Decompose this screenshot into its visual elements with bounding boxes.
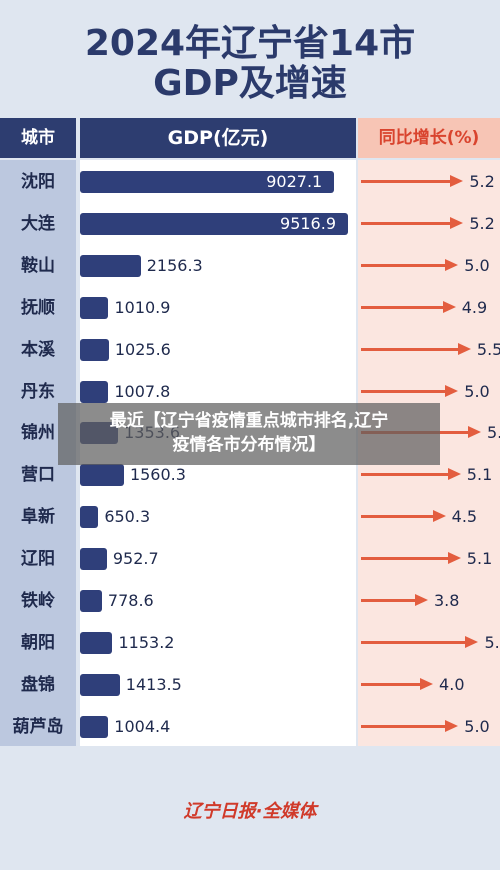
gdp-value-label: 778.6: [107, 591, 154, 610]
overlay-text-line-2: 疫情各市分布情况】: [172, 435, 326, 455]
growth-arrow: [361, 552, 461, 565]
growth-value-label: 5.2: [469, 213, 495, 233]
city-label: 本溪: [21, 339, 55, 360]
city-label: 大连: [21, 213, 55, 234]
growth-value-label: 4.5: [451, 507, 478, 527]
growth-arrow: [361, 468, 461, 481]
city-label: 营口: [21, 465, 55, 486]
gdp-bar: [80, 506, 99, 529]
growth-arrow: [361, 594, 428, 606]
gdp-bar: [80, 380, 109, 403]
growth-arrow: [361, 342, 471, 355]
overlay-text-line-1: 最近【辽宁省疫情重点城市排名,辽宁: [109, 411, 389, 431]
gdp-value-label: 1007.8: [114, 381, 171, 401]
header-growth: 同比增长(%): [358, 118, 500, 158]
gdp-bar: [80, 254, 141, 277]
city-label: 阜新: [21, 507, 55, 528]
city-label: 辽阳: [21, 549, 55, 570]
gdp-bar: [80, 590, 102, 612]
gdp-value-label: 9516.9: [280, 213, 336, 233]
gdp-value-label: 1560.3: [129, 465, 186, 485]
growth-arrow: [361, 175, 464, 187]
gdp-bar: [80, 631, 113, 654]
city-label: 抚顺: [21, 297, 55, 318]
footer-logo: 辽宁日报·全媒体: [183, 801, 317, 822]
growth-value-label: 5.8: [484, 632, 500, 652]
growth-value-label: 5.2: [469, 172, 495, 191]
gdp-bar: [80, 464, 124, 487]
gdp-value-label: 650.3: [104, 507, 151, 527]
growth-arrow: [361, 300, 456, 313]
gdp-bar: [80, 548, 107, 571]
city-label: 葫芦岛: [12, 716, 64, 737]
growth-arrow: [361, 258, 459, 271]
city-label: 朝阳: [21, 632, 55, 653]
growth-value-label: 4.9: [461, 297, 488, 317]
city-label: 鞍山: [21, 255, 55, 276]
city-label: 铁岭: [21, 591, 55, 611]
gdp-bar: [80, 715, 109, 738]
gdp-value-label: 1153.2: [118, 632, 175, 652]
gdp-bar: [80, 171, 335, 193]
gdp-value-label: 9027.1: [266, 172, 323, 191]
growth-value-label: 3.8: [434, 591, 460, 610]
growth-arrow: [361, 719, 459, 732]
growth-value-label: 5.1: [466, 549, 493, 569]
overlay-banner: [58, 403, 440, 465]
header-city: 城市: [0, 118, 76, 158]
growth-value-label: 5.0: [464, 716, 490, 736]
growth-arrow: [361, 216, 464, 229]
growth-value-label: 5.9: [487, 423, 500, 443]
growth-value-label: 5.0: [464, 255, 490, 275]
growth-arrow: [361, 510, 446, 523]
growth-value-label: 5.0: [464, 381, 490, 401]
gdp-value-label: 952.7: [112, 549, 159, 569]
city-label: 盘锦: [21, 674, 55, 695]
gdp-value-label: 1413.5: [125, 674, 182, 694]
header-gdp: GDP(亿元): [80, 118, 356, 158]
city-label: 丹东: [21, 381, 55, 402]
growth-arrow: [361, 384, 459, 397]
title-line-1: 2024年辽宁省14市: [84, 23, 416, 64]
gdp-bar: [80, 296, 109, 319]
growth-value-label: 5.5: [476, 339, 500, 359]
gdp-bar: [80, 673, 120, 696]
city-label: 锦州: [21, 423, 55, 444]
growth-value-label: 5.1: [466, 465, 493, 485]
growth-arrow: [361, 677, 434, 690]
city-label: 沈阳: [21, 172, 55, 192]
gdp-value-label: 2156.3: [146, 255, 203, 275]
gdp-bar: [80, 338, 109, 361]
growth-arrow: [361, 635, 479, 648]
title-line-2: GDP及增速: [153, 63, 347, 104]
gdp-bar: [80, 212, 348, 235]
gdp-value-label: 1004.4: [114, 716, 171, 736]
gdp-value-label: 1010.9: [114, 297, 171, 317]
gdp-value-label: 1025.6: [114, 339, 171, 359]
growth-value-label: 4.0: [439, 674, 465, 694]
